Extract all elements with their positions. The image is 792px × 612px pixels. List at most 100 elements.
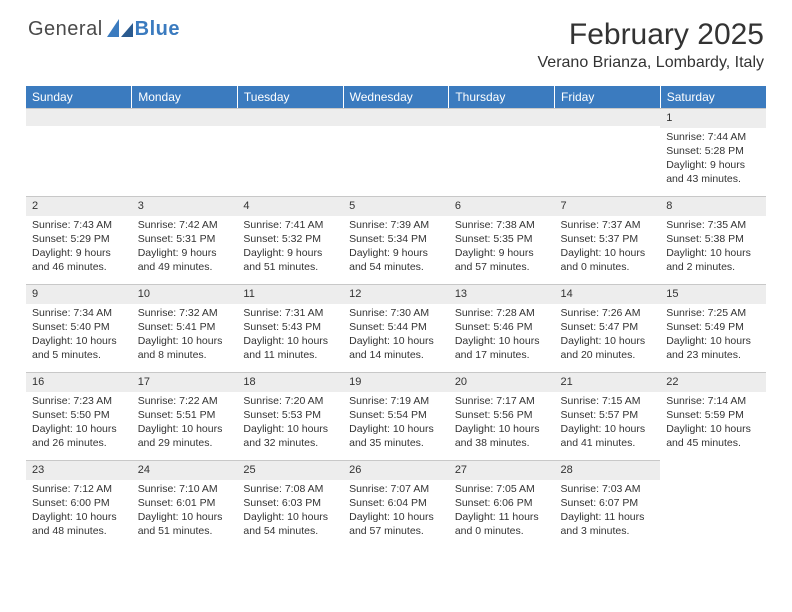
sail-icon [107, 19, 133, 37]
daylight-line: Daylight: 10 hours and 51 minutes. [138, 510, 232, 538]
sunset-line: Sunset: 5:51 PM [138, 408, 232, 422]
calendar-cell: 15Sunrise: 7:25 AMSunset: 5:49 PMDayligh… [660, 284, 766, 372]
daylight-line: Daylight: 10 hours and 11 minutes. [243, 334, 337, 362]
empty-day [132, 108, 238, 126]
day-body: Sunrise: 7:35 AMSunset: 5:38 PMDaylight:… [660, 216, 766, 279]
calendar-cell: 9Sunrise: 7:34 AMSunset: 5:40 PMDaylight… [26, 284, 132, 372]
day-body: Sunrise: 7:34 AMSunset: 5:40 PMDaylight:… [26, 304, 132, 367]
day-body: Sunrise: 7:14 AMSunset: 5:59 PMDaylight:… [660, 392, 766, 455]
sunrise-line: Sunrise: 7:14 AM [666, 394, 760, 408]
sunset-line: Sunset: 5:32 PM [243, 232, 337, 246]
day-number: 13 [449, 284, 555, 304]
sunset-line: Sunset: 5:46 PM [455, 320, 549, 334]
sunset-line: Sunset: 6:06 PM [455, 496, 549, 510]
day-number: 12 [343, 284, 449, 304]
day-number: 14 [555, 284, 661, 304]
weekday-thursday: Thursday [449, 86, 555, 108]
empty-day [343, 108, 449, 126]
day-number: 3 [132, 196, 238, 216]
header: General Blue February 2025 Verano Brianz… [0, 0, 792, 78]
calendar-cell: 28Sunrise: 7:03 AMSunset: 6:07 PMDayligh… [555, 460, 661, 548]
daylight-line: Daylight: 10 hours and 54 minutes. [243, 510, 337, 538]
day-body: Sunrise: 7:07 AMSunset: 6:04 PMDaylight:… [343, 480, 449, 543]
day-number: 15 [660, 284, 766, 304]
sunset-line: Sunset: 5:53 PM [243, 408, 337, 422]
weekday-tuesday: Tuesday [237, 86, 343, 108]
calendar-cell: 2Sunrise: 7:43 AMSunset: 5:29 PMDaylight… [26, 196, 132, 284]
day-body: Sunrise: 7:37 AMSunset: 5:37 PMDaylight:… [555, 216, 661, 279]
calendar-cell: 12Sunrise: 7:30 AMSunset: 5:44 PMDayligh… [343, 284, 449, 372]
daylight-line: Daylight: 10 hours and 17 minutes. [455, 334, 549, 362]
day-body: Sunrise: 7:25 AMSunset: 5:49 PMDaylight:… [660, 304, 766, 367]
sunrise-line: Sunrise: 7:17 AM [455, 394, 549, 408]
sunset-line: Sunset: 5:29 PM [32, 232, 126, 246]
calendar-cell: 18Sunrise: 7:20 AMSunset: 5:53 PMDayligh… [237, 372, 343, 460]
weekday-friday: Friday [555, 86, 661, 108]
sunset-line: Sunset: 5:35 PM [455, 232, 549, 246]
empty-day [26, 108, 132, 126]
day-number: 20 [449, 372, 555, 392]
sunset-line: Sunset: 5:56 PM [455, 408, 549, 422]
sunset-line: Sunset: 5:54 PM [349, 408, 443, 422]
sunset-line: Sunset: 5:28 PM [666, 144, 760, 158]
sunrise-line: Sunrise: 7:03 AM [561, 482, 655, 496]
day-body: Sunrise: 7:32 AMSunset: 5:41 PMDaylight:… [132, 304, 238, 367]
sunset-line: Sunset: 6:07 PM [561, 496, 655, 510]
daylight-line: Daylight: 10 hours and 23 minutes. [666, 334, 760, 362]
day-number: 11 [237, 284, 343, 304]
day-body: Sunrise: 7:03 AMSunset: 6:07 PMDaylight:… [555, 480, 661, 543]
day-number: 1 [660, 108, 766, 128]
sunset-line: Sunset: 5:37 PM [561, 232, 655, 246]
day-body: Sunrise: 7:39 AMSunset: 5:34 PMDaylight:… [343, 216, 449, 279]
empty-day [555, 108, 661, 126]
calendar-cell: 4Sunrise: 7:41 AMSunset: 5:32 PMDaylight… [237, 196, 343, 284]
daylight-line: Daylight: 11 hours and 0 minutes. [455, 510, 549, 538]
daylight-line: Daylight: 10 hours and 35 minutes. [349, 422, 443, 450]
title-block: February 2025 Verano Brianza, Lombardy, … [538, 18, 765, 72]
sunset-line: Sunset: 5:31 PM [138, 232, 232, 246]
day-body: Sunrise: 7:26 AMSunset: 5:47 PMDaylight:… [555, 304, 661, 367]
weekday-header-row: Sunday Monday Tuesday Wednesday Thursday… [26, 86, 766, 108]
daylight-line: Daylight: 9 hours and 43 minutes. [666, 158, 760, 186]
page-title: February 2025 [538, 18, 765, 52]
sunrise-line: Sunrise: 7:26 AM [561, 306, 655, 320]
day-body: Sunrise: 7:38 AMSunset: 5:35 PMDaylight:… [449, 216, 555, 279]
daylight-line: Daylight: 10 hours and 20 minutes. [561, 334, 655, 362]
logo-text-blue: Blue [135, 18, 180, 41]
daylight-line: Daylight: 9 hours and 51 minutes. [243, 246, 337, 274]
day-number: 4 [237, 196, 343, 216]
sunrise-line: Sunrise: 7:39 AM [349, 218, 443, 232]
calendar-cell [449, 108, 555, 196]
day-number: 7 [555, 196, 661, 216]
daylight-line: Daylight: 10 hours and 2 minutes. [666, 246, 760, 274]
sunset-line: Sunset: 5:40 PM [32, 320, 126, 334]
sunrise-line: Sunrise: 7:38 AM [455, 218, 549, 232]
day-body: Sunrise: 7:23 AMSunset: 5:50 PMDaylight:… [26, 392, 132, 455]
calendar-cell: 1Sunrise: 7:44 AMSunset: 5:28 PMDaylight… [660, 108, 766, 196]
calendar-cell: 23Sunrise: 7:12 AMSunset: 6:00 PMDayligh… [26, 460, 132, 548]
day-number: 26 [343, 460, 449, 480]
day-body: Sunrise: 7:05 AMSunset: 6:06 PMDaylight:… [449, 480, 555, 543]
sunrise-line: Sunrise: 7:30 AM [349, 306, 443, 320]
day-body: Sunrise: 7:20 AMSunset: 5:53 PMDaylight:… [237, 392, 343, 455]
sunrise-line: Sunrise: 7:31 AM [243, 306, 337, 320]
sunrise-line: Sunrise: 7:32 AM [138, 306, 232, 320]
daylight-line: Daylight: 10 hours and 32 minutes. [243, 422, 337, 450]
day-number: 6 [449, 196, 555, 216]
daylight-line: Daylight: 10 hours and 57 minutes. [349, 510, 443, 538]
day-body: Sunrise: 7:44 AMSunset: 5:28 PMDaylight:… [660, 128, 766, 191]
sunrise-line: Sunrise: 7:22 AM [138, 394, 232, 408]
sunset-line: Sunset: 6:04 PM [349, 496, 443, 510]
sunset-line: Sunset: 5:34 PM [349, 232, 443, 246]
calendar-cell: 19Sunrise: 7:19 AMSunset: 5:54 PMDayligh… [343, 372, 449, 460]
sunrise-line: Sunrise: 7:05 AM [455, 482, 549, 496]
calendar-cell: 21Sunrise: 7:15 AMSunset: 5:57 PMDayligh… [555, 372, 661, 460]
day-number: 9 [26, 284, 132, 304]
day-body: Sunrise: 7:12 AMSunset: 6:00 PMDaylight:… [26, 480, 132, 543]
calendar-cell: 17Sunrise: 7:22 AMSunset: 5:51 PMDayligh… [132, 372, 238, 460]
calendar-cell: 26Sunrise: 7:07 AMSunset: 6:04 PMDayligh… [343, 460, 449, 548]
day-body: Sunrise: 7:15 AMSunset: 5:57 PMDaylight:… [555, 392, 661, 455]
calendar-cell: 7Sunrise: 7:37 AMSunset: 5:37 PMDaylight… [555, 196, 661, 284]
daylight-line: Daylight: 10 hours and 5 minutes. [32, 334, 126, 362]
sunset-line: Sunset: 5:47 PM [561, 320, 655, 334]
